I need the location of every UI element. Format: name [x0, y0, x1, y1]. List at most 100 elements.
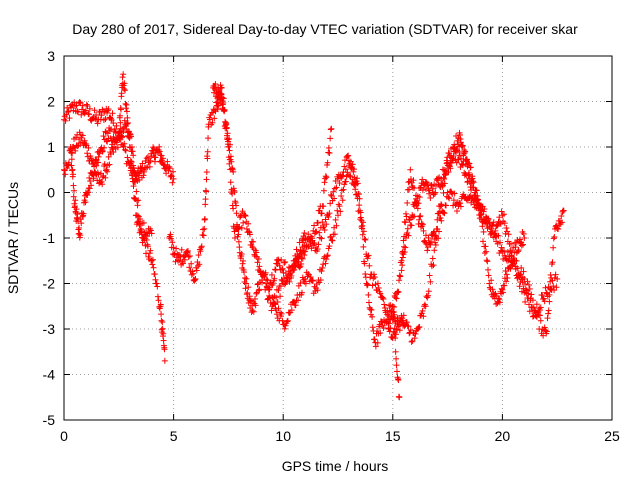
- data-point: [360, 219, 367, 226]
- data-point: [491, 291, 498, 298]
- data-point: [359, 225, 366, 232]
- data-point: [466, 171, 473, 178]
- data-point: [255, 255, 262, 262]
- data-point: [256, 286, 263, 293]
- data-point: [95, 153, 102, 160]
- data-point: [461, 169, 468, 176]
- data-point: [82, 199, 89, 206]
- data-point: [219, 101, 226, 108]
- data-point: [329, 237, 336, 244]
- data-point: [480, 208, 487, 215]
- data-point: [105, 106, 112, 113]
- data-point: [501, 220, 508, 227]
- data-point: [62, 171, 69, 178]
- data-point: [85, 144, 92, 151]
- data-point: [456, 152, 463, 159]
- data-point: [128, 164, 135, 171]
- data-point: [66, 115, 73, 122]
- data-point: [411, 185, 418, 192]
- data-point: [211, 107, 218, 114]
- data-point: [393, 355, 400, 362]
- data-point: [190, 270, 197, 277]
- data-point: [336, 180, 343, 187]
- data-point: [130, 152, 137, 159]
- data-point: [253, 249, 260, 256]
- data-point: [295, 255, 302, 262]
- data-point: [254, 259, 261, 266]
- data-point: [92, 115, 99, 122]
- data-point: [154, 293, 161, 300]
- data-point: [439, 183, 446, 190]
- data-point: [165, 167, 172, 174]
- data-point: [402, 210, 409, 217]
- data-point: [492, 227, 499, 234]
- data-point: [185, 247, 192, 254]
- data-point: [426, 272, 433, 279]
- data-point: [342, 166, 349, 173]
- data-point: [122, 87, 129, 94]
- data-point: [501, 252, 508, 259]
- data-point: [124, 154, 131, 161]
- data-point: [110, 120, 117, 127]
- data-point: [247, 231, 254, 238]
- data-point: [130, 183, 137, 190]
- data-point: [479, 238, 486, 245]
- data-point: [497, 239, 504, 246]
- data-point: [328, 125, 335, 132]
- data-point: [403, 213, 410, 220]
- data-point: [159, 155, 166, 162]
- data-point: [440, 209, 447, 216]
- data-point: [324, 159, 331, 166]
- data-point: [427, 278, 434, 285]
- data-point: [366, 262, 373, 269]
- data-point: [64, 108, 71, 115]
- data-point: [241, 212, 248, 219]
- data-point: [305, 231, 312, 238]
- data-point: [528, 291, 535, 298]
- data-point: [453, 133, 460, 140]
- data-point: [520, 241, 527, 248]
- data-point: [134, 212, 141, 219]
- data-point: [308, 245, 315, 252]
- data-point: [352, 186, 359, 193]
- data-point: [495, 295, 502, 302]
- data-point: [372, 343, 379, 350]
- data-point: [282, 322, 289, 329]
- y-axis-label: SDTVAR / TECUs: [5, 182, 21, 294]
- data-point: [446, 195, 453, 202]
- data-point: [406, 186, 413, 193]
- data-point: [174, 257, 181, 264]
- data-point: [169, 168, 176, 175]
- data-point: [449, 157, 456, 164]
- data-point: [284, 276, 291, 283]
- data-point: [395, 289, 402, 296]
- data-point: [229, 165, 236, 172]
- data-point: [516, 283, 523, 290]
- data-point: [212, 81, 219, 88]
- data-point: [359, 231, 366, 238]
- data-point: [104, 138, 111, 145]
- data-point: [245, 284, 252, 291]
- data-point: [399, 248, 406, 255]
- data-point: [365, 291, 372, 298]
- data-point: [135, 197, 142, 204]
- data-point: [300, 233, 307, 240]
- data-point: [544, 315, 551, 322]
- data-point: [227, 179, 234, 186]
- data-point: [298, 289, 305, 296]
- data-point: [188, 271, 195, 278]
- data-point: [441, 210, 448, 217]
- data-point: [195, 252, 202, 259]
- data-point: [209, 119, 216, 126]
- data-point: [325, 213, 332, 220]
- data-point: [233, 202, 240, 209]
- data-point: [132, 173, 139, 180]
- data-point: [425, 292, 432, 299]
- data-point: [93, 112, 100, 119]
- x-tick-label: 0: [60, 428, 68, 444]
- data-point: [253, 290, 260, 297]
- data-point: [224, 130, 231, 137]
- data-point: [117, 112, 124, 119]
- data-point: [99, 174, 106, 181]
- data-point: [230, 205, 237, 212]
